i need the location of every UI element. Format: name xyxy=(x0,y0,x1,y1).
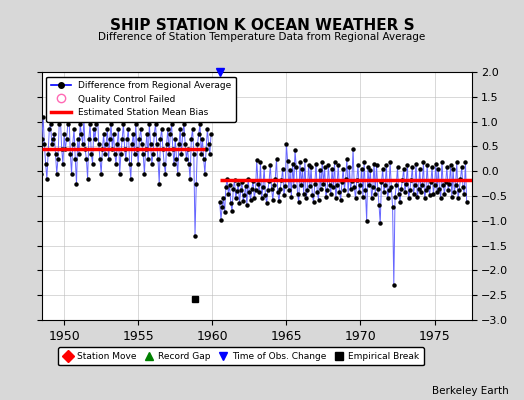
Text: Berkeley Earth: Berkeley Earth xyxy=(432,386,508,396)
Legend: Station Move, Record Gap, Time of Obs. Change, Empirical Break: Station Move, Record Gap, Time of Obs. C… xyxy=(58,348,424,366)
Text: Difference of Station Temperature Data from Regional Average: Difference of Station Temperature Data f… xyxy=(99,32,425,42)
Text: SHIP STATION K OCEAN WEATHER S: SHIP STATION K OCEAN WEATHER S xyxy=(110,18,414,33)
Legend: Difference from Regional Average, Quality Control Failed, Estimated Station Mean: Difference from Regional Average, Qualit… xyxy=(47,76,236,122)
